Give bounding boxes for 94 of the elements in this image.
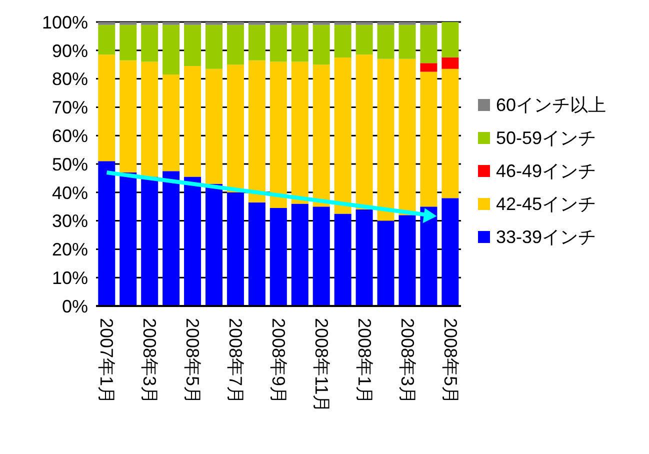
y-tick-label: 50% bbox=[52, 154, 88, 174]
bar bbox=[98, 54, 116, 162]
bar bbox=[141, 24, 158, 62]
bar bbox=[184, 22, 202, 25]
y-tick-label: 70% bbox=[52, 98, 88, 118]
legend-label: 42-45インチ bbox=[496, 192, 596, 216]
x-tick-label: 2008年5月 bbox=[440, 318, 460, 404]
x-tick-label: 2007年1月 bbox=[96, 318, 117, 404]
bar bbox=[270, 62, 287, 208]
y-tick-label: 0% bbox=[62, 296, 88, 316]
bar bbox=[141, 176, 158, 306]
y-tick-label: 80% bbox=[52, 69, 88, 90]
bar bbox=[420, 24, 438, 64]
bar bbox=[420, 22, 438, 25]
bar bbox=[291, 62, 308, 204]
y-tick-label: 100% bbox=[42, 12, 88, 32]
bar bbox=[398, 24, 416, 59]
bar bbox=[141, 62, 158, 177]
legend-label: 50-59インチ bbox=[496, 126, 596, 150]
bar bbox=[420, 206, 438, 306]
bar bbox=[141, 22, 158, 25]
bar bbox=[377, 24, 394, 59]
x-tick-label: 2008年7月 bbox=[226, 318, 246, 404]
legend-label: 33-39インチ bbox=[496, 226, 596, 248]
bar bbox=[184, 66, 202, 177]
bar bbox=[398, 58, 416, 216]
legend-label: 46-49インチ bbox=[496, 160, 596, 182]
bar bbox=[206, 22, 222, 25]
bar bbox=[206, 24, 222, 69]
bar bbox=[442, 58, 459, 69]
bar bbox=[398, 215, 416, 306]
bar bbox=[162, 171, 180, 306]
bar bbox=[162, 24, 180, 75]
bar bbox=[312, 206, 330, 306]
bar bbox=[420, 63, 438, 72]
bar bbox=[98, 22, 116, 25]
legend-label: 60インチ以上 bbox=[496, 94, 606, 116]
bar bbox=[248, 202, 266, 306]
bar bbox=[226, 192, 244, 306]
bar bbox=[291, 204, 308, 306]
bar bbox=[248, 60, 266, 202]
x-tick-label: 2008年3月 bbox=[397, 318, 418, 404]
y-tick-label: 20% bbox=[52, 240, 88, 260]
x-tick-label: 2008年5月 bbox=[182, 318, 203, 404]
x-tick-label: 2008年11月 bbox=[311, 318, 332, 413]
bar bbox=[334, 58, 352, 214]
bar bbox=[334, 24, 352, 58]
bar bbox=[356, 24, 373, 55]
x-tick-label: 2008年9月 bbox=[268, 318, 288, 404]
bar bbox=[120, 60, 137, 173]
bar bbox=[291, 24, 308, 62]
bar bbox=[334, 22, 352, 25]
x-tick-label: 2008年1月 bbox=[354, 318, 374, 404]
bar bbox=[442, 22, 459, 58]
bar bbox=[356, 209, 373, 306]
bar bbox=[162, 22, 180, 25]
y-tick-label: 10% bbox=[52, 268, 88, 288]
bar bbox=[442, 68, 459, 198]
bar bbox=[270, 22, 287, 25]
bar bbox=[270, 24, 287, 62]
bar bbox=[248, 24, 266, 60]
x-tick-label: 2008年3月 bbox=[140, 318, 160, 404]
bar bbox=[420, 72, 438, 207]
bar bbox=[162, 74, 180, 172]
bar bbox=[312, 24, 330, 65]
bar bbox=[206, 184, 222, 306]
bar bbox=[226, 22, 244, 25]
bar bbox=[312, 22, 330, 25]
bar bbox=[226, 64, 244, 192]
bar bbox=[291, 22, 308, 25]
y-tick-label: 40% bbox=[52, 182, 88, 203]
bar bbox=[270, 208, 287, 306]
y-tick-label: 30% bbox=[52, 211, 88, 232]
bar bbox=[206, 68, 222, 184]
bar bbox=[226, 24, 244, 65]
bar bbox=[120, 22, 137, 25]
bar bbox=[377, 58, 394, 221]
bar bbox=[442, 198, 459, 306]
bar bbox=[334, 214, 352, 306]
bar bbox=[120, 172, 137, 306]
bar bbox=[377, 22, 394, 25]
bar bbox=[120, 24, 137, 60]
bar bbox=[184, 24, 202, 66]
bar bbox=[312, 64, 330, 207]
bar bbox=[398, 22, 416, 25]
bar bbox=[377, 220, 394, 306]
bar bbox=[98, 161, 116, 306]
y-tick-label: 60% bbox=[52, 126, 88, 146]
bar bbox=[184, 176, 202, 306]
bar bbox=[356, 22, 373, 25]
bar bbox=[248, 22, 266, 25]
y-tick-label: 90% bbox=[52, 40, 88, 61]
bar bbox=[356, 54, 373, 210]
bar bbox=[98, 24, 116, 55]
